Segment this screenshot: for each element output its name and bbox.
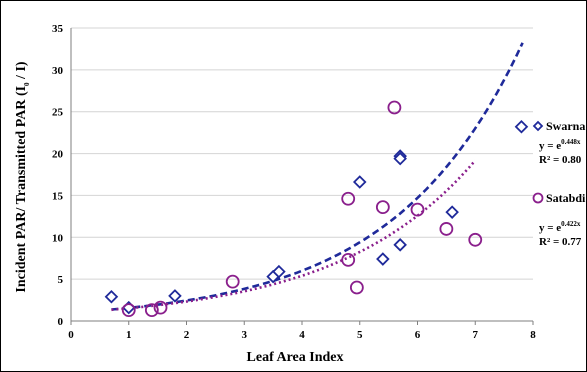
x-axis: 0 1 2 3 4 5 6 7 8 xyxy=(68,321,536,341)
plot-background xyxy=(71,28,533,321)
x-tick-label: 0 xyxy=(68,329,74,341)
data-point-satabdi xyxy=(349,280,364,295)
x-tick-label: 3 xyxy=(242,329,248,341)
data-point-swarna xyxy=(445,205,459,219)
y-axis: 0 5 10 15 20 25 30 35 xyxy=(52,23,64,328)
x-tick-label: 2 xyxy=(184,329,190,341)
data-point-satabdi xyxy=(468,232,483,247)
data-point-satabdi xyxy=(341,252,356,267)
trendline-swarna xyxy=(111,42,524,311)
x-tick-label: 1 xyxy=(126,329,132,341)
satabdi-eq-exponent: 0.422x xyxy=(561,220,581,228)
x-tick-label: 4 xyxy=(299,329,305,341)
legend-satabdi-marker xyxy=(532,192,544,204)
data-point-satabdi xyxy=(387,100,402,115)
data-point-swarna xyxy=(393,151,407,166)
data-point-satabdi xyxy=(225,274,240,289)
legend-swarna-marker xyxy=(532,120,544,132)
data-point-swarna xyxy=(352,175,367,189)
data-point-swarna xyxy=(393,238,407,252)
data-point-swarna xyxy=(104,289,119,304)
y-tick-label: 15 xyxy=(52,190,64,202)
legend-satabdi-label: Satabdi xyxy=(546,191,586,205)
satabdi-eq-base: y = e xyxy=(539,222,561,234)
y-tick-label: 5 xyxy=(58,274,64,286)
y-axis-title-tail: / I) xyxy=(14,61,29,82)
x-axis-title: Leaf Area Index xyxy=(247,350,344,365)
trendline-satabdi xyxy=(111,159,477,312)
x-tick-label: 5 xyxy=(357,329,363,341)
swarna-eq-exponent: 0.448x xyxy=(561,138,581,146)
data-point-satabdi xyxy=(341,191,356,206)
data-point-swarna xyxy=(168,289,182,303)
y-tick-label: 10 xyxy=(52,232,64,244)
legend-swarna: Swarna y = e0.448x R² = 0.80 xyxy=(532,119,585,166)
y-tick-label: 25 xyxy=(52,107,64,119)
swarna-eq-base: y = e xyxy=(539,140,561,152)
data-point-satabdi xyxy=(153,300,168,315)
x-tick-label: 7 xyxy=(473,329,479,341)
legend-swarna-r2: R² = 0.80 xyxy=(539,154,582,166)
data-point-swarna xyxy=(272,264,286,279)
legend-satabdi: Satabdi y = e0.422x R² = 0.77 xyxy=(532,191,586,248)
data-point-satabdi xyxy=(410,202,425,217)
data-point-swarna xyxy=(514,120,529,134)
data-point-satabdi xyxy=(144,303,159,318)
y-axis-title: Incident PAR/ Transmitted PAR (I0 / I) xyxy=(14,61,31,292)
plot-area xyxy=(70,27,533,322)
legend-satabdi-equation: y = e0.422x xyxy=(539,220,581,234)
y-tick-label: 35 xyxy=(52,23,64,35)
data-point-swarna xyxy=(376,252,390,266)
legend-satabdi-r2: R² = 0.77 xyxy=(539,236,582,248)
legend-swarna-equation: y = e0.448x xyxy=(539,138,581,152)
y-tick-label: 30 xyxy=(52,65,64,77)
data-point-satabdi xyxy=(121,303,136,318)
y-axis-title-subscript: 0 xyxy=(23,82,31,86)
legend-swarna-label: Swarna xyxy=(546,119,585,133)
x-tick-label: 8 xyxy=(530,329,536,341)
x-tick-label: 6 xyxy=(415,329,421,341)
data-point-satabdi xyxy=(375,200,390,215)
data-point-satabdi xyxy=(439,222,454,236)
y-tick-label: 0 xyxy=(58,316,64,328)
y-tick-label: 20 xyxy=(52,149,64,161)
y-axis-title-main: Incident PAR/ Transmitted PAR (I xyxy=(14,86,29,293)
